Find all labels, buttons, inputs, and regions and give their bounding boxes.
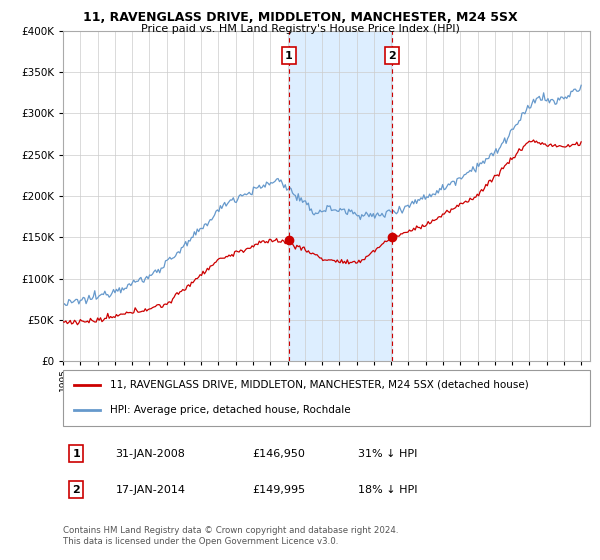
Text: 18% ↓ HPI: 18% ↓ HPI (358, 484, 418, 494)
Bar (289, 31, 392, 361)
Text: £149,995: £149,995 (253, 484, 306, 494)
Text: 2: 2 (388, 50, 396, 60)
Text: 31% ↓ HPI: 31% ↓ HPI (358, 449, 418, 459)
Text: 11, RAVENGLASS DRIVE, MIDDLETON, MANCHESTER, M24 5SX: 11, RAVENGLASS DRIVE, MIDDLETON, MANCHES… (83, 11, 517, 24)
Text: 31-JAN-2008: 31-JAN-2008 (116, 449, 185, 459)
Text: Price paid vs. HM Land Registry's House Price Index (HPI): Price paid vs. HM Land Registry's House … (140, 24, 460, 34)
Text: 2: 2 (72, 484, 80, 494)
Text: 1: 1 (72, 449, 80, 459)
Text: 17-JAN-2014: 17-JAN-2014 (116, 484, 185, 494)
FancyBboxPatch shape (63, 370, 590, 426)
Text: 11, RAVENGLASS DRIVE, MIDDLETON, MANCHESTER, M24 5SX (detached house): 11, RAVENGLASS DRIVE, MIDDLETON, MANCHES… (110, 380, 529, 390)
Text: Contains HM Land Registry data © Crown copyright and database right 2024.
This d: Contains HM Land Registry data © Crown c… (63, 526, 398, 546)
Text: £146,950: £146,950 (253, 449, 305, 459)
Text: HPI: Average price, detached house, Rochdale: HPI: Average price, detached house, Roch… (110, 405, 351, 416)
Text: 1: 1 (285, 50, 293, 60)
